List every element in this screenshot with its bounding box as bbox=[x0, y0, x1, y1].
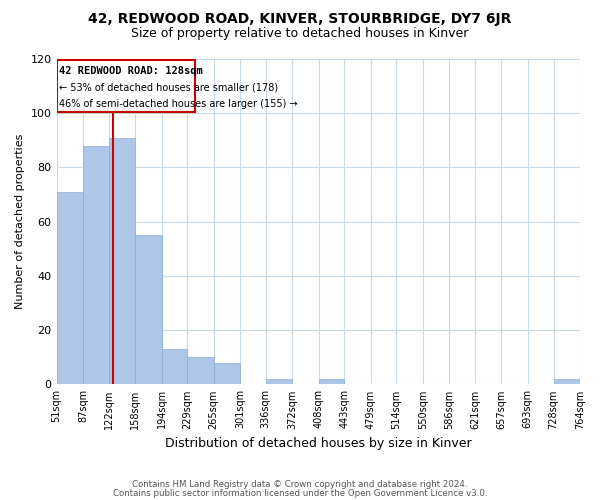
Bar bbox=[83, 146, 109, 384]
X-axis label: Distribution of detached houses by size in Kinver: Distribution of detached houses by size … bbox=[165, 437, 472, 450]
Text: 42, REDWOOD ROAD, KINVER, STOURBRIDGE, DY7 6JR: 42, REDWOOD ROAD, KINVER, STOURBRIDGE, D… bbox=[88, 12, 512, 26]
Text: ← 53% of detached houses are smaller (178): ← 53% of detached houses are smaller (17… bbox=[59, 82, 278, 92]
Bar bbox=[161, 349, 187, 384]
Text: Size of property relative to detached houses in Kinver: Size of property relative to detached ho… bbox=[131, 28, 469, 40]
Bar bbox=[187, 358, 214, 384]
Text: Contains HM Land Registry data © Crown copyright and database right 2024.: Contains HM Land Registry data © Crown c… bbox=[132, 480, 468, 489]
Bar bbox=[214, 362, 240, 384]
Text: Contains public sector information licensed under the Open Government Licence v3: Contains public sector information licen… bbox=[113, 488, 487, 498]
Bar bbox=[56, 192, 83, 384]
Bar bbox=[319, 379, 344, 384]
Text: 42 REDWOOD ROAD: 128sqm: 42 REDWOOD ROAD: 128sqm bbox=[59, 66, 203, 76]
Y-axis label: Number of detached properties: Number of detached properties bbox=[15, 134, 25, 310]
Bar bbox=[266, 379, 292, 384]
Text: 46% of semi-detached houses are larger (155) →: 46% of semi-detached houses are larger (… bbox=[59, 98, 298, 108]
Bar bbox=[109, 138, 135, 384]
Bar bbox=[57, 60, 195, 112]
Bar bbox=[135, 236, 161, 384]
Bar bbox=[554, 379, 580, 384]
